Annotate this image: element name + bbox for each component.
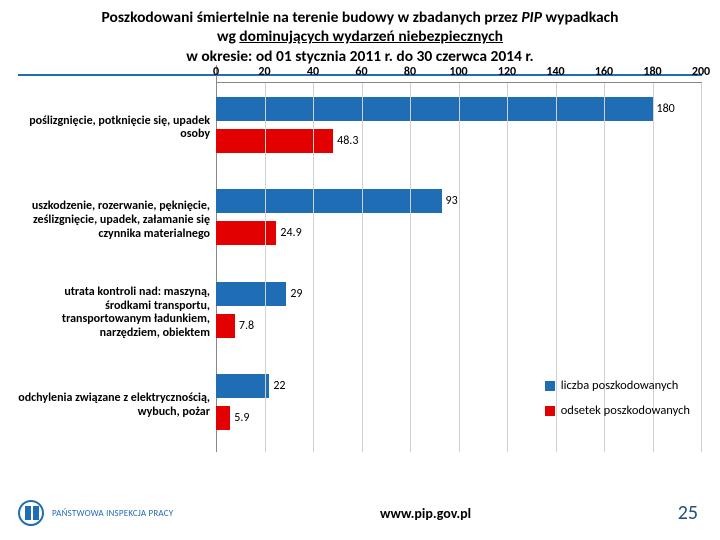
bar-value-label: 29: [286, 287, 302, 301]
legend-label: liczba poszkodowanych: [561, 378, 679, 393]
category-text: poślizgnięcie, potknięcie się, upadek os…: [18, 115, 210, 143]
gridline: [265, 83, 266, 452]
category-label: odchylenia związane z elektrycznością, w…: [18, 360, 216, 453]
bar-value-label: 24.9: [276, 226, 301, 240]
legend-swatch-b: [545, 406, 555, 416]
x-tick-label: 180: [643, 65, 661, 79]
category-label: utrata kontroli nad: maszyną, środkami t…: [18, 267, 216, 360]
legend-swatch-a: [545, 381, 555, 391]
category-text: odchylenia związane z elektrycznością, w…: [18, 392, 210, 420]
legend: liczba poszkodowanych odsetek poszkodowa…: [545, 368, 690, 418]
logo-icon: [18, 500, 44, 526]
x-tick-label: 60: [355, 65, 367, 79]
x-tick-label: 140: [546, 65, 564, 79]
bar: 93: [216, 189, 442, 213]
category-label: poślizgnięcie, potknięcie się, upadek os…: [18, 82, 216, 175]
x-tick-label: 100: [449, 65, 467, 79]
bar-value-label: 7.8: [235, 319, 254, 333]
title-part: wypadkach: [542, 8, 619, 27]
bar: 7.8: [216, 314, 235, 338]
legend-label: odsetek poszkodowanych: [561, 403, 690, 418]
gridline: [362, 83, 363, 452]
gridline: [313, 83, 314, 452]
legend-item: odsetek poszkodowanych: [545, 403, 690, 418]
bar: 180: [216, 97, 653, 121]
footer-url: www.pip.gov.pl: [380, 505, 471, 522]
category-label: uszkodzenie, rozerwanie, pęknięcie, ześl…: [18, 175, 216, 268]
title-underline: dominujących wydarzeń niebezpiecznych: [239, 27, 503, 46]
x-tick-label: 80: [404, 65, 416, 79]
slide-title: Poszkodowani śmiertelnie na terenie budo…: [18, 8, 702, 72]
footer: PAŃSTWOWA INSPEKCJA PRACY www.pip.gov.pl…: [0, 500, 720, 526]
title-part: wg: [217, 27, 239, 46]
x-tick-label: 160: [595, 65, 613, 79]
title-part: Poszkodowani śmiertelnie na terenie budo…: [102, 8, 522, 27]
org-name: PAŃSTWOWA INSPEKCJA PRACY: [52, 508, 173, 519]
org-logo: PAŃSTWOWA INSPEKCJA PRACY: [18, 500, 173, 526]
category-labels: poślizgnięcie, potknięcie się, upadek os…: [18, 82, 216, 452]
gridline: [701, 83, 702, 452]
slide: Poszkodowani śmiertelnie na terenie budo…: [0, 0, 720, 540]
x-ticks: 020406080100120140160180200: [216, 65, 701, 83]
bar: 24.9: [216, 221, 276, 245]
gridline: [459, 83, 460, 452]
category-text: utrata kontroli nad: maszyną, środkami t…: [18, 286, 210, 341]
bar-value-label: 93: [442, 194, 458, 208]
page-number: 25: [678, 501, 698, 525]
bar-value-label: 22: [269, 379, 285, 393]
bar: 5.9: [216, 406, 230, 430]
bar-value-label: 5.9: [230, 411, 249, 425]
gridline: [507, 83, 508, 452]
legend-item: liczba poszkodowanych: [545, 378, 690, 393]
bar-value-label: 48.3: [333, 134, 358, 148]
bar: 22: [216, 374, 269, 398]
gridline: [410, 83, 411, 452]
x-tick-label: 20: [258, 65, 270, 79]
x-tick-label: 120: [498, 65, 516, 79]
category-text: uszkodzenie, rozerwanie, pęknięcie, ześl…: [18, 200, 210, 241]
title-italic: PIP: [521, 8, 542, 27]
bar: 29: [216, 282, 286, 306]
bar-value-label: 180: [653, 102, 675, 116]
title-part: w okresie: od 01 stycznia 2011 r. do 30 …: [186, 47, 533, 66]
x-tick-label: 40: [307, 65, 319, 79]
bar: 48.3: [216, 129, 333, 153]
x-tick-label: 200: [692, 65, 710, 79]
x-tick-label: 0: [213, 65, 219, 79]
